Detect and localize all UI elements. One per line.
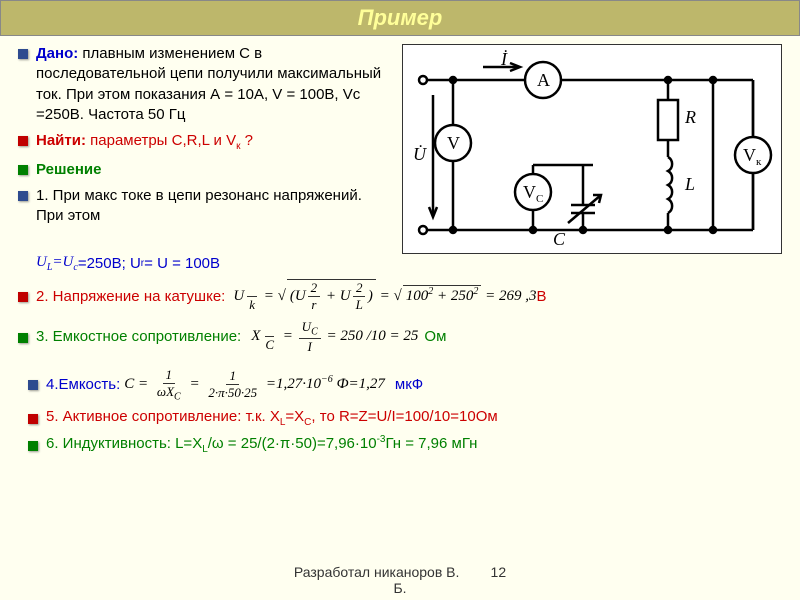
bullet-icon [18, 165, 28, 175]
eq1-rest: =250В; U [78, 255, 141, 272]
label-V: V [447, 133, 460, 153]
label-U: U̇ [413, 143, 427, 164]
given-text: плавным изменением С в последовательной … [36, 45, 381, 123]
eq1-line: UL=Uc =250В; Ur = U = 100В [36, 254, 782, 273]
step1-text: 1. При макс токе в цепи резонанс напряже… [36, 186, 388, 227]
uk-v1: 100 [406, 288, 429, 304]
step4-exp: −6 [321, 374, 333, 385]
find-block: Найти: параметры C,R,L и Vк ? [18, 131, 388, 154]
step3-line: 3. Емкостное сопротивление: X C = UCI = … [18, 319, 782, 355]
bullet-icon [18, 333, 28, 343]
step5-line: 5. Активное сопротивление: т.к. XL=XC, т… [28, 408, 782, 428]
label-L: L [684, 174, 695, 194]
find-text: параметры C,R,L и V [90, 132, 236, 149]
uk-res: 269 ,3 [499, 288, 537, 304]
bullet-icon [28, 441, 38, 451]
bullet-icon [18, 292, 28, 302]
step4-end: Ф=1,27 [336, 376, 384, 392]
step5-mid: =X [285, 408, 304, 425]
step2-line: 2. Напряжение на катушке: U k = √(U2r + … [18, 279, 782, 313]
bullet-icon [28, 380, 38, 390]
solution-label-block: Решение [18, 160, 388, 180]
solution-label: Решение [36, 160, 101, 180]
label-A: A [537, 70, 550, 90]
step4-unit: мкФ [395, 376, 423, 393]
step6-end: Гн = 7,96 мГн [386, 435, 478, 452]
step6-mid: /ω = 25/(2·π·50)=7,96·10 [208, 435, 377, 452]
step5-end: , то R=Z=U/I=100/10=10Ом [311, 408, 497, 425]
find-q: ? [241, 132, 254, 149]
step3-unit: Ом [424, 328, 446, 345]
step6-exp: -3 [377, 434, 386, 445]
step4-res: =1,27·10 [266, 376, 321, 392]
step5-label: 5. Активное сопротивление: т.к. X [46, 408, 280, 425]
label-R: R [684, 107, 696, 127]
step4-line: 4.Емкость: C = 1ωXC = 12·π·50·25 =1,27·1… [28, 367, 782, 403]
bullet-icon [28, 414, 38, 424]
given-block: Дано: плавным изменением С в последовате… [18, 44, 388, 125]
step6-line: 6. Индуктивность: L=XL/ω = 25/(2·π·50)=7… [28, 434, 782, 455]
eq1-end: = U = 100В [144, 255, 220, 272]
step1-block: 1. При макс токе в цепи резонанс напряже… [18, 186, 388, 227]
slide-content: Дано: плавным изменением С в последовате… [0, 36, 800, 469]
step3-vals: 250 /10 = 25 [340, 328, 418, 344]
slide-footer: Разработал никаноров В. 12 Б. [0, 564, 800, 596]
find-label: Найти: [36, 132, 86, 149]
step2-unit: В [536, 288, 546, 305]
step2-label: 2. Напряжение на катушке: [36, 288, 225, 305]
given-label: Дано: [36, 45, 78, 62]
step4-mid: 2·π·50·25 [205, 385, 260, 401]
circuit-diagram: İ A V U̇ R L Vк VC C [402, 44, 782, 254]
bullet-icon [18, 191, 28, 201]
footer-line2: Б. [393, 580, 406, 596]
step4-label: 4.Емкость: [46, 376, 120, 393]
label-C: C [553, 229, 566, 249]
step3-label: 3. Емкостное сопротивление: [36, 328, 241, 345]
step6-label: 6. Индуктивность: L=X [46, 435, 202, 452]
slide-title: Пример [0, 0, 800, 36]
circuit-svg: İ A V U̇ R L Vк VC C [403, 45, 783, 255]
footer-page: 12 [491, 564, 507, 580]
uk-v2: 250 [451, 288, 474, 304]
bullet-icon [18, 136, 28, 146]
label-I: İ [500, 49, 508, 69]
footer-author: Разработал никаноров В. [294, 564, 460, 580]
bullet-icon [18, 49, 28, 59]
